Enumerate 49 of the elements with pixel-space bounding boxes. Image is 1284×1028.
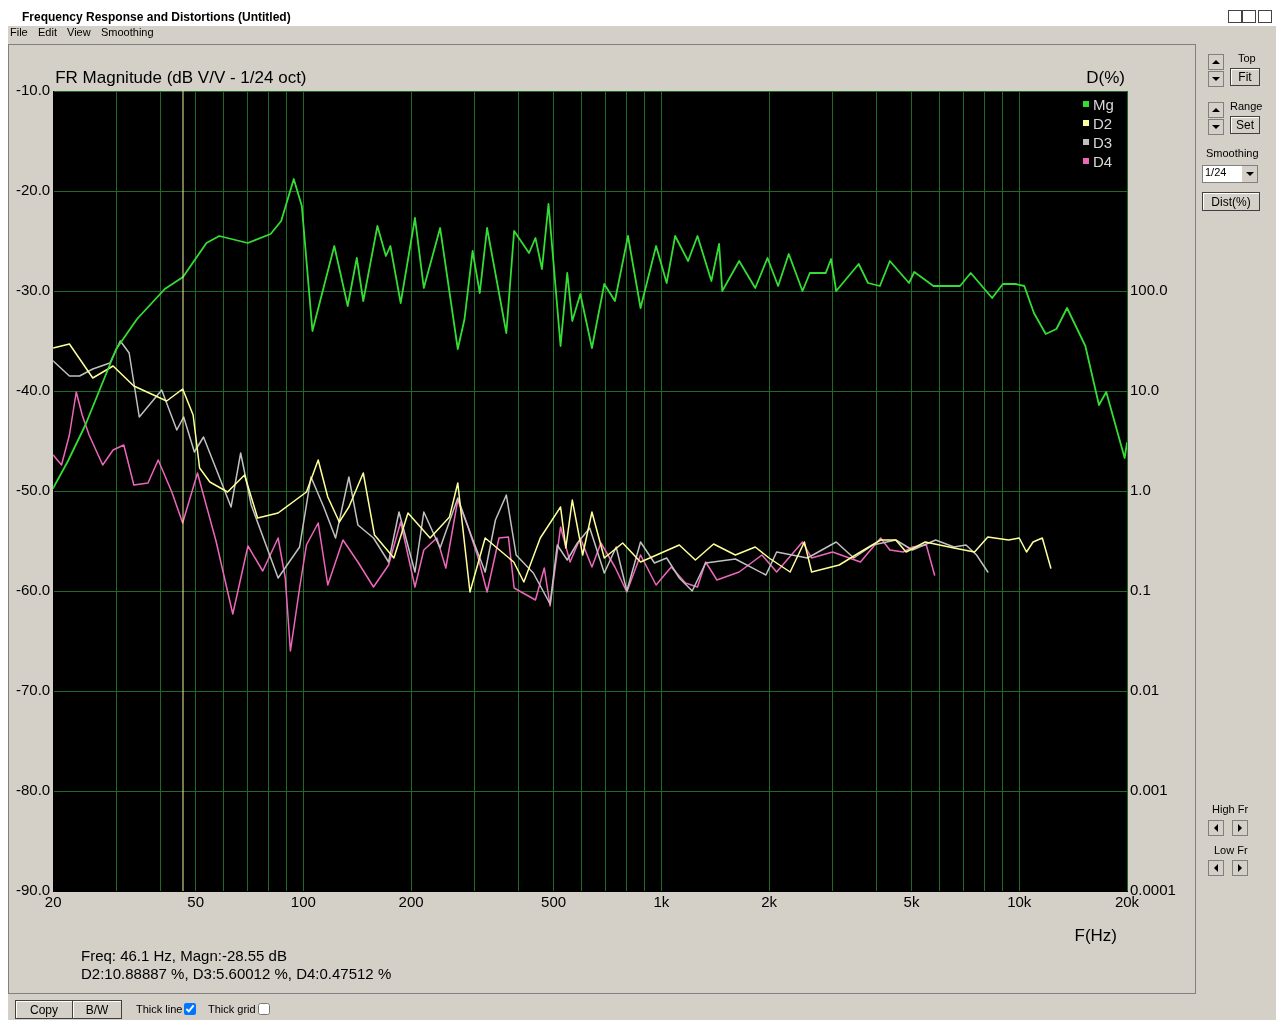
text: 0.001 (1130, 781, 1168, 799)
text: High Fr (1212, 803, 1249, 815)
x-tick-label: 5k (903, 893, 920, 911)
text: 1.0 (1130, 481, 1151, 499)
text: Set (1230, 116, 1260, 134)
y-tick-label: -70.0 (15, 681, 51, 699)
legend-label: D3 (1093, 134, 1113, 151)
x-tick-label: 200 (398, 893, 424, 911)
y-tick-label: -20.0 (15, 181, 51, 199)
y-tick-label: -30.0 (15, 281, 51, 299)
y-tick-label: -50.0 (15, 481, 51, 499)
text: B/W (72, 1000, 122, 1019)
text: Range (1230, 100, 1263, 112)
y2-axis-title: D(%) (1086, 68, 1125, 87)
text: 1/24 (1202, 165, 1258, 183)
x-axis-title: F(Hz) (1074, 926, 1117, 945)
x-tick-label: 500 (541, 893, 567, 911)
legend-label: Mg (1093, 96, 1114, 113)
text: Copy (15, 1000, 73, 1019)
chart-title: FR Magnitude (dB V/V - 1/24 oct) (55, 68, 307, 87)
text: 0.01 (1130, 681, 1160, 699)
x-tick-label: 2k (761, 893, 778, 911)
y-tick-label: -80.0 (15, 781, 51, 799)
text: Smoothing (1206, 147, 1259, 159)
text: View (67, 26, 91, 38)
text: Freq: 46.1 Hz, Magn:-28.55 dB (81, 947, 288, 965)
text: Top (1238, 52, 1256, 64)
x-tick-label: 10k (1007, 893, 1032, 911)
text: 10.0 (1130, 381, 1160, 399)
text: Thick grid (208, 1003, 257, 1015)
y-tick-label: -60.0 (15, 581, 51, 599)
text: 0.1 (1130, 581, 1151, 599)
text: Smoothing (101, 26, 154, 38)
text: Frequency Response and Distortions (Untitled) (22, 10, 291, 24)
text: Dist(%) (1202, 192, 1260, 211)
text: D2:10.88887 %, D3:5.60012 %, D4:0.47512 % (81, 965, 392, 983)
y-tick-label: -10.0 (15, 81, 51, 99)
text: Fit (1230, 68, 1260, 86)
legend-label: D4 (1093, 153, 1113, 170)
text: Edit (38, 26, 57, 38)
x-tick-label: 1k (653, 893, 670, 911)
text: Low Fr (1214, 844, 1248, 856)
x-tick-label: 50 (187, 893, 204, 911)
text: File (10, 26, 28, 38)
y-tick-label: -40.0 (15, 381, 51, 399)
text: Thick line (136, 1003, 184, 1015)
legend-label: D2 (1093, 115, 1113, 132)
text: 100.0 (1130, 281, 1168, 299)
x-tick-label: 100 (290, 893, 316, 911)
